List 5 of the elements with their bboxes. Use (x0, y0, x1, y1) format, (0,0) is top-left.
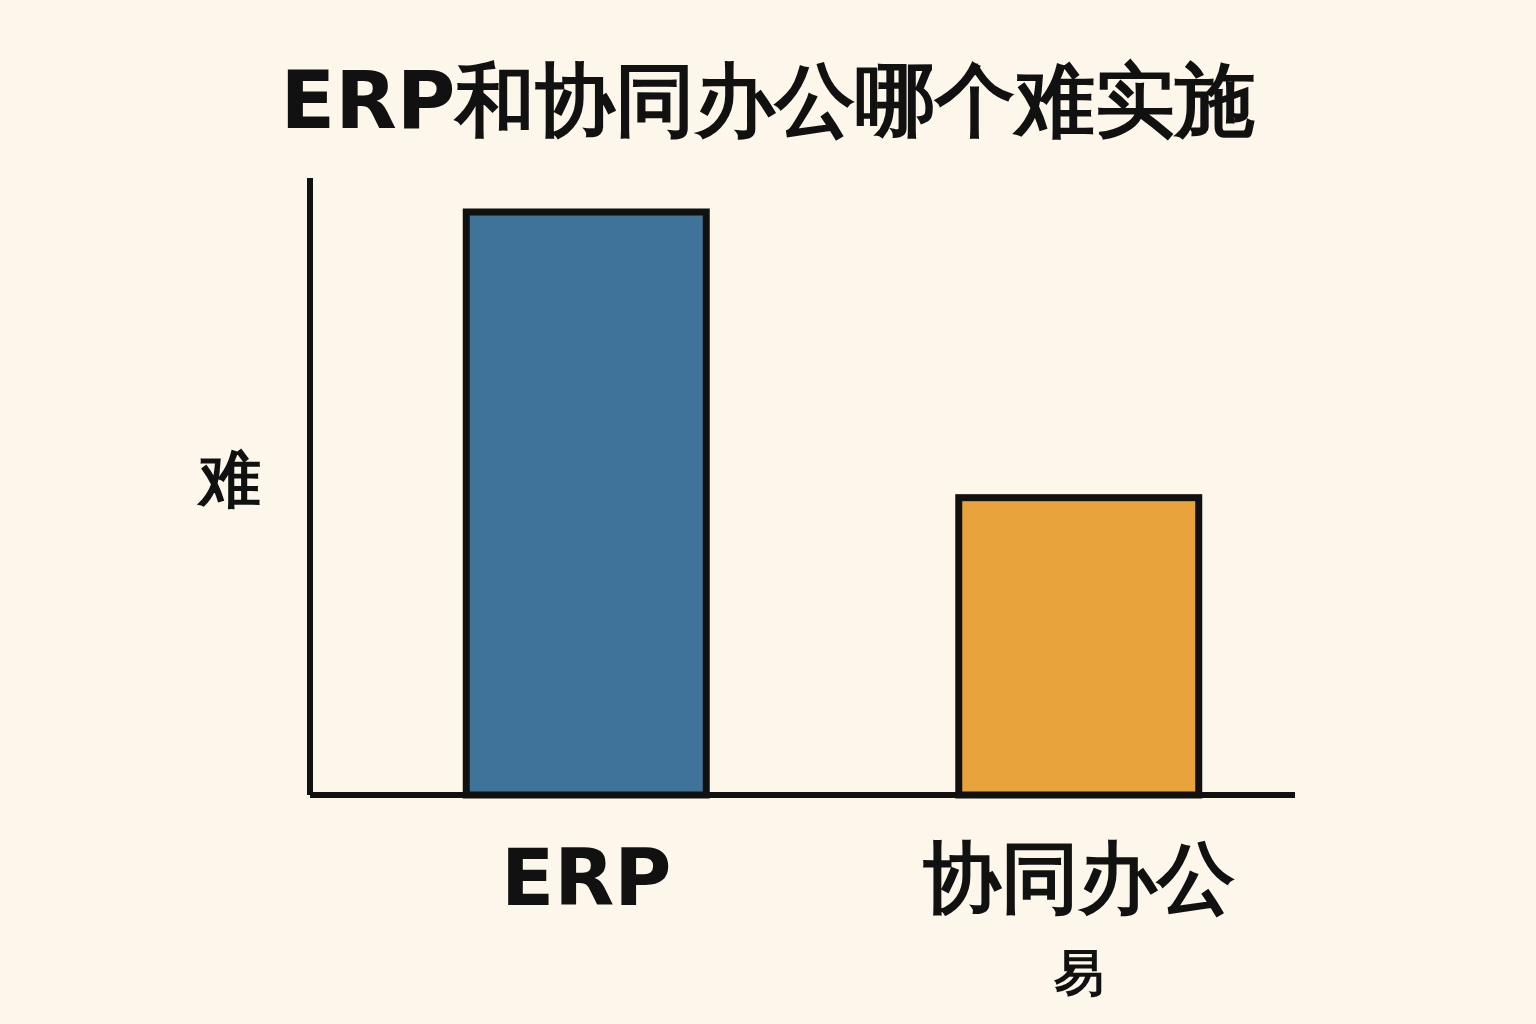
chart-title: ERP和协同办公哪个难实施 (280, 54, 1256, 147)
x-tick-label: ERP (500, 833, 672, 923)
x-axis-title: 易 (1052, 944, 1104, 1002)
x-tick-label: 协同办公 (922, 833, 1235, 923)
y-axis-title: 难 (196, 442, 261, 515)
